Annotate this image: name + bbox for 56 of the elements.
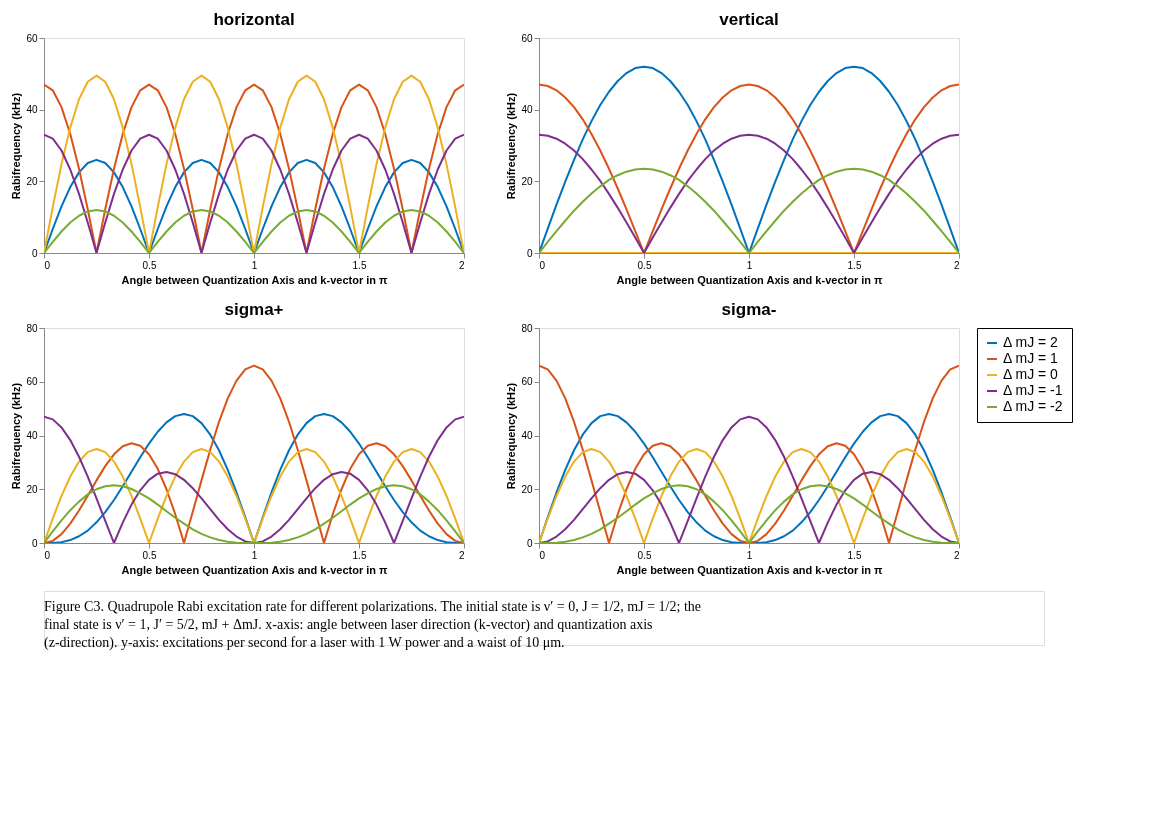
chart-title: horizontal <box>213 10 295 29</box>
y-tick-label: 0 <box>526 537 533 549</box>
legend-label: Δ mJ = 0 <box>1003 366 1059 382</box>
legend-label: Δ mJ = 2 <box>1003 334 1059 350</box>
x-tick-label: 1 <box>746 549 753 561</box>
x-axis-title: Angle between Quantization Axis and k-vector in π <box>121 563 389 576</box>
y-tick-label: 60 <box>521 32 533 44</box>
y-tick-label: 0 <box>31 247 38 259</box>
x-tick-label: 1 <box>746 259 753 271</box>
chart-title: sigma- <box>721 300 777 319</box>
x-axis-title: Angle between Quantization Axis and k-vector in π <box>616 273 884 286</box>
x-tick-label: 2 <box>458 259 465 271</box>
y-tick-label: 80 <box>521 322 533 334</box>
y-tick-label: 40 <box>26 104 38 116</box>
x-axis-title: Angle between Quantization Axis and k-vector in π <box>121 273 389 286</box>
y-tick-label: 20 <box>521 175 533 187</box>
x-tick-label: 2 <box>953 549 960 561</box>
y-tick-label: 20 <box>26 483 38 495</box>
x-tick-label: 1 <box>251 259 258 271</box>
y-tick-label: 60 <box>26 32 38 44</box>
x-tick-label: 1.5 <box>352 259 367 271</box>
x-tick-label: 2 <box>458 549 465 561</box>
chart-title: vertical <box>719 10 779 29</box>
legend-label: Δ mJ = -1 <box>1003 382 1063 398</box>
x-tick-label: 0.5 <box>637 549 652 561</box>
y-tick-label: 40 <box>521 430 533 441</box>
x-tick-label: 2 <box>953 259 960 271</box>
y-tick-label: 40 <box>26 430 38 441</box>
caption: Figure C3. Quadrupole Rabi excitation rate for different polarizations. The initial state is ν′ = 0, J = 1/2, mJ = 1/2; the final state is ν′ = 1, J′ = 5/2, mJ + ΔmJ. x-axis: angle between laser direction (k-vector) and quantization axis (z-direction). y-axis: excitations per second for a laser with 1 W power and a waist of 10 μm. <box>44 599 701 651</box>
x-axis-title: Angle between Quantization Axis and k-vector in π <box>616 563 884 576</box>
y-tick-label: 0 <box>526 247 533 259</box>
y-tick-label: 60 <box>26 376 38 388</box>
x-tick-label: 0.5 <box>142 259 157 271</box>
x-tick-label: 0 <box>44 259 51 271</box>
y-tick-label: 20 <box>26 175 38 187</box>
y-axis-title: Rabifrequency (kHz) <box>505 92 518 200</box>
x-tick-label: 1.5 <box>847 549 862 561</box>
y-tick-label: 40 <box>521 104 533 116</box>
chart-title: sigma+ <box>224 300 284 319</box>
y-tick-label: 60 <box>521 376 533 388</box>
legend-label: Δ mJ = -2 <box>1003 398 1063 414</box>
x-tick-label: 0 <box>539 259 546 271</box>
x-tick-label: 1 <box>251 549 258 561</box>
x-tick-label: 0 <box>539 549 546 561</box>
x-tick-label: 0 <box>44 549 51 561</box>
y-axis-title: Rabifrequency (kHz) <box>10 382 23 490</box>
legend-label: Δ mJ = 1 <box>1003 350 1059 366</box>
y-tick-label: 80 <box>26 322 38 334</box>
x-tick-label: 0.5 <box>637 259 652 271</box>
x-tick-label: 0.5 <box>142 549 157 561</box>
y-tick-label: 20 <box>521 483 533 495</box>
x-tick-label: 1.5 <box>352 549 367 561</box>
y-tick-label: 0 <box>31 537 38 549</box>
x-tick-label: 1.5 <box>847 259 862 271</box>
y-axis-title: Rabifrequency (kHz) <box>505 382 518 490</box>
y-axis-title: Rabifrequency (kHz) <box>10 92 23 200</box>
